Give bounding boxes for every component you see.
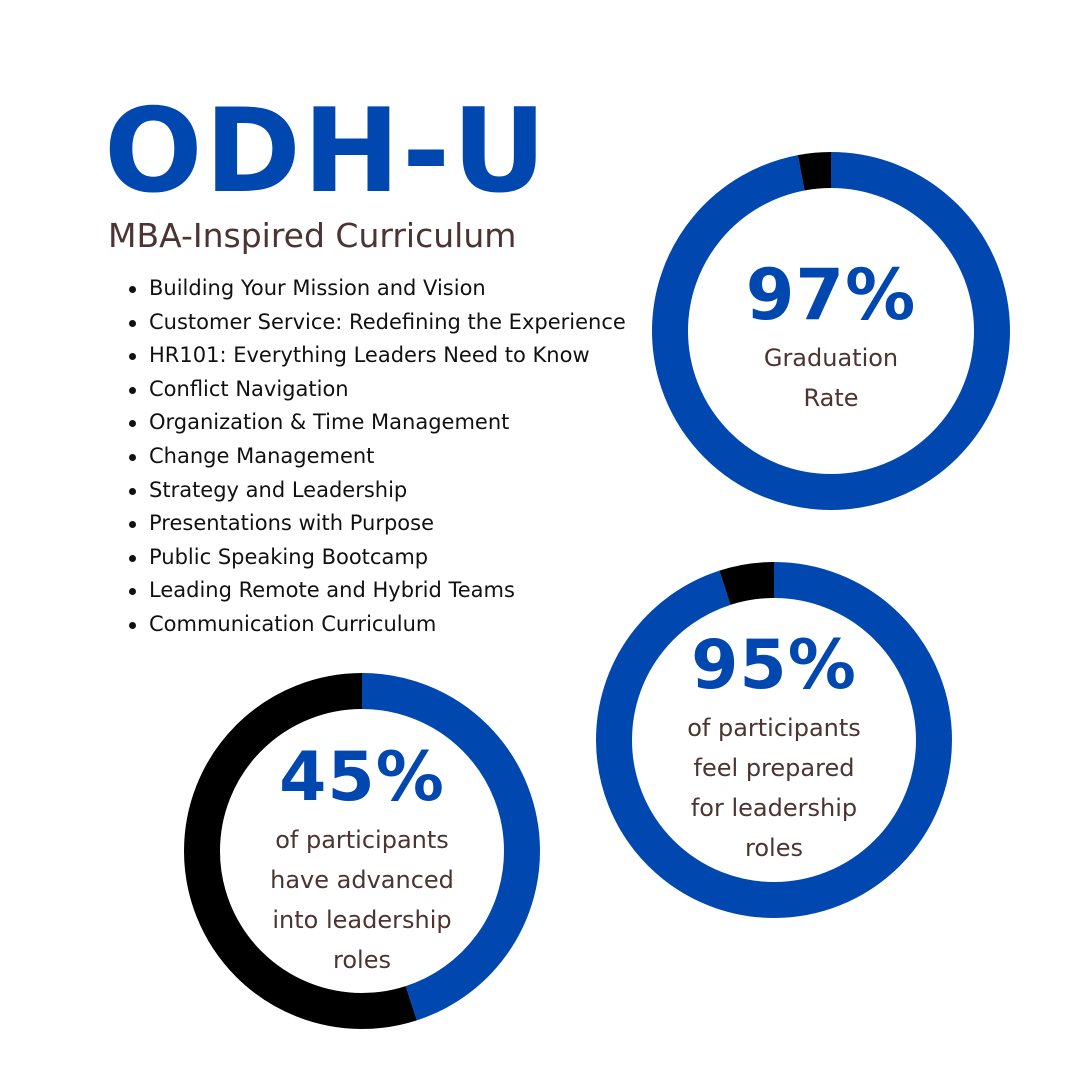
bullet-icon	[129, 386, 136, 394]
donut-center-label: 97% Graduation Rate	[652, 252, 1010, 418]
bullet-icon	[129, 588, 136, 596]
list-item-label: Organization & Time Management	[149, 410, 510, 435]
list-item: Customer Service: Redefining the Experie…	[128, 306, 626, 340]
donut-slice-remainder	[184, 673, 540, 1029]
bullet-icon	[129, 554, 136, 562]
list-item-label: Strategy and Leadership	[149, 477, 408, 502]
bullet-icon	[129, 453, 136, 461]
bullet-icon	[129, 286, 136, 293]
stat-value: 45%	[279, 738, 445, 817]
advanced-donut: 45% of participants have advanced into l…	[184, 673, 540, 1029]
list-item-label: HR101: Everything Leaders Need to Know	[149, 343, 590, 368]
donut-center-label: 95% of participants feel prepared for le…	[596, 624, 952, 868]
list-item-label: Leading Remote and Hybrid Teams	[149, 578, 515, 603]
list-item-label: Change Management	[149, 443, 375, 468]
list-item-label: Presentations with Purpose	[149, 511, 435, 536]
list-item: Conflict Navigation	[128, 373, 626, 407]
bullet-icon	[129, 521, 136, 529]
prepared-donut-svg	[596, 562, 952, 918]
curriculum-list: Building Your Mission and Vision Custome…	[128, 272, 626, 642]
graduation-rate-donut: 97% Graduation Rate	[652, 152, 1010, 510]
stat-value: 97%	[745, 254, 917, 336]
page-subtitle: MBA-Inspired Curriculum	[108, 216, 517, 255]
list-item: Communication Curriculum	[128, 608, 626, 642]
list-item: Leading Remote and Hybrid Teams	[128, 574, 626, 608]
bullet-icon	[129, 353, 136, 361]
graduation-rate-donut-svg	[652, 152, 1010, 510]
advanced-donut-svg	[184, 673, 540, 1029]
bullet-icon	[129, 487, 136, 495]
list-item-label: Public Speaking Bootcamp	[149, 544, 429, 569]
list-item: Organization & Time Management	[128, 406, 626, 440]
stat-value: 95%	[691, 626, 857, 705]
list-item: HR101: Everything Leaders Need to Know	[128, 339, 626, 373]
list-item: Change Management	[128, 440, 626, 474]
bullet-icon	[129, 420, 136, 428]
list-item: Presentations with Purpose	[128, 507, 626, 541]
list-item: Public Speaking Bootcamp	[128, 541, 626, 575]
list-item-label: Conflict Navigation	[149, 376, 349, 401]
stat-caption: of participants have advanced into leade…	[270, 826, 454, 974]
stat-caption: Graduation Rate	[763, 344, 899, 412]
list-item: Strategy and Leadership	[128, 474, 626, 508]
list-item-label: Customer Service: Redefining the Experie…	[149, 309, 626, 334]
list-item-label: Communication Curriculum	[149, 611, 437, 636]
list-item-label: Building Your Mission and Vision	[149, 276, 486, 300]
list-item: Building Your Mission and Vision	[128, 272, 626, 306]
page-title: ODH-U	[104, 84, 549, 219]
stat-caption: of participants feel prepared for leader…	[687, 714, 861, 862]
prepared-donut: 95% of participants feel prepared for le…	[596, 562, 952, 918]
bullet-icon	[129, 621, 136, 629]
donut-center-label: 45% of participants have advanced into l…	[184, 736, 540, 980]
bullet-icon	[129, 319, 136, 327]
donut-slice-remainder	[652, 152, 1010, 510]
donut-slice-remainder	[596, 562, 952, 918]
